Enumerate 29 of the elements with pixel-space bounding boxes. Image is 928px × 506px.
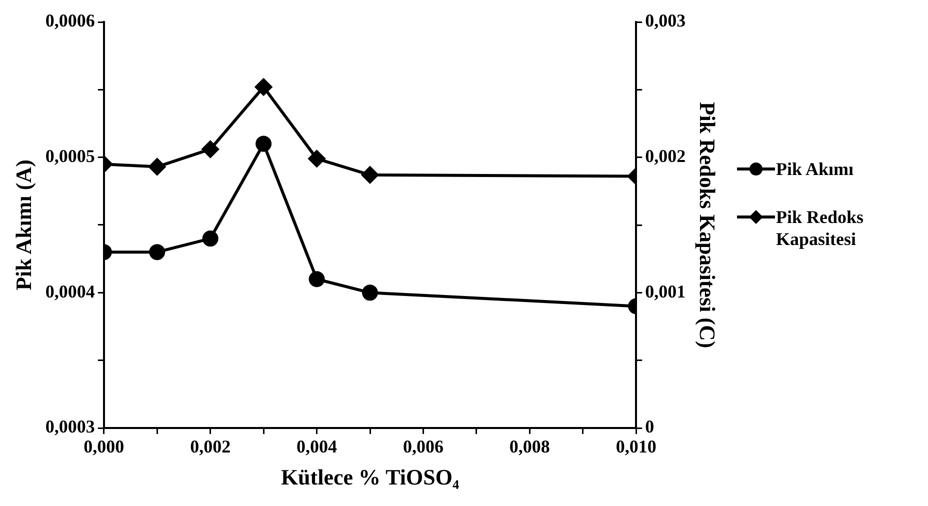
x-tick-label: 0,000 [84, 436, 124, 456]
point [202, 230, 218, 247]
point [256, 136, 272, 152]
point [308, 271, 325, 288]
y-tick-label: 0,0005 [45, 146, 95, 166]
point [362, 284, 378, 301]
x-tick-label: 0,008 [509, 436, 550, 456]
point [308, 150, 326, 168]
y2-axis-title: Pik Redoks Kapasitesi (C) [695, 102, 720, 348]
point [149, 244, 166, 260]
point [255, 78, 272, 96]
x-tick-label: 0,010 [616, 436, 656, 456]
point [362, 166, 378, 184]
legend-label: Pik Akımı [776, 158, 855, 180]
y2-tick-label: 0,001 [645, 281, 686, 302]
y2-tick-label: 0,002 [645, 146, 686, 166]
x-tick-label: 0,004 [296, 436, 338, 456]
y-tick-label: 0,0003 [45, 416, 95, 437]
point [202, 140, 219, 158]
y-tick-label: 0,0004 [45, 281, 95, 302]
x-axis-title: Kütlece % TiOSO₄ [280, 464, 460, 490]
point [148, 158, 166, 176]
legend-label: Pik Redoks Kapasitesi [776, 206, 865, 250]
y2-tick-label: 0 [645, 416, 654, 437]
x-tick-label: 0,006 [402, 436, 444, 456]
x-tick-label: 0,002 [190, 436, 231, 456]
y2-tick-label: 0,003 [645, 10, 686, 31]
y-tick-label: 0,0006 [45, 10, 95, 31]
y-axis-title: Pik Akımı (A) [10, 160, 36, 290]
